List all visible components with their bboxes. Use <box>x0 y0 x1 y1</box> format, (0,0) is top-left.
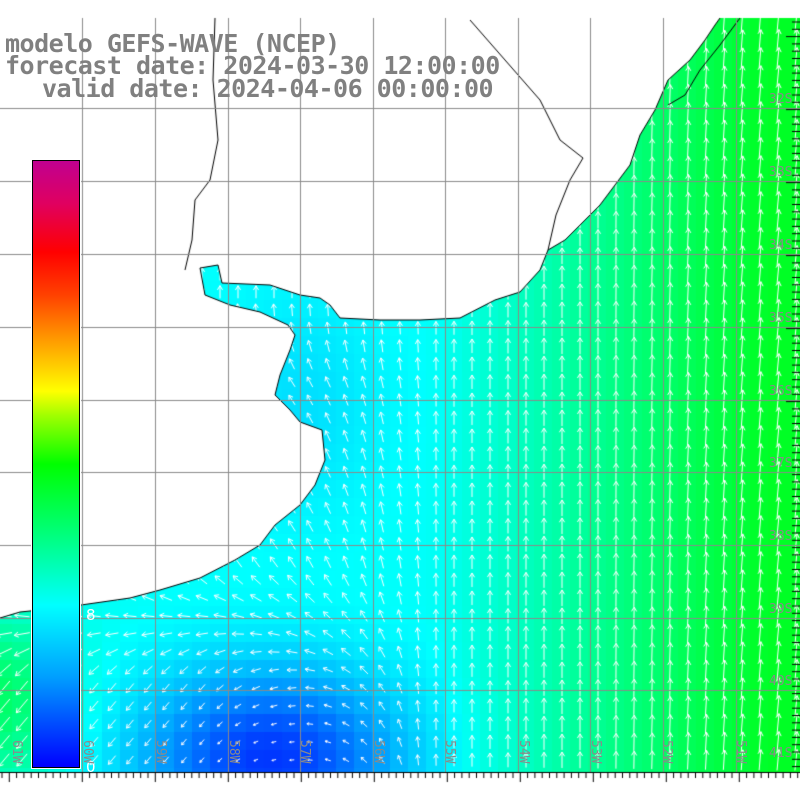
lon-label: 55W <box>442 740 457 764</box>
lon-label: 61W <box>9 740 24 764</box>
colorbar-label-0: 0 <box>86 758 96 776</box>
lon-label: 52W <box>659 740 674 764</box>
valid-date: valid date: 2024-04-06 00:00:00 <box>42 74 494 103</box>
lon-label: 56W <box>371 740 386 764</box>
lon-label: 54W <box>516 740 531 764</box>
colorbar-unit: [m/s] <box>34 131 74 149</box>
colorbar-label-8: 8 <box>86 606 96 624</box>
lat-label: 37S <box>769 456 793 471</box>
colorbar-label-22: 22 <box>86 302 106 320</box>
lon-label: 59W <box>153 740 168 764</box>
colorbar <box>31 159 81 769</box>
lat-label: 34S <box>769 238 793 253</box>
lon-label: 60W <box>80 740 95 764</box>
model-title: modelo GEFS-WAVE (NCEP) <box>5 29 340 58</box>
lon-label: 57W <box>297 740 312 764</box>
lon-label: 58W <box>226 740 241 764</box>
lat-label: 32S <box>769 92 793 107</box>
lon-label: 53W <box>588 740 603 764</box>
lat-label: 38S <box>769 529 793 544</box>
lat-label: 39S <box>769 602 793 617</box>
lat-label: 35S <box>769 311 793 326</box>
forecast-date: forecast date: 2024-03-30 12:00:00 <box>5 51 500 80</box>
colorbar-label-30: 30 <box>86 151 106 169</box>
lon-label: 51W <box>733 740 748 764</box>
lat-label: 33S <box>769 165 793 180</box>
lat-label: 41S <box>769 746 793 761</box>
lat-label: 40S <box>769 674 793 689</box>
lat-label: 36S <box>769 384 793 399</box>
colorbar-label-15: 15 <box>86 454 106 472</box>
